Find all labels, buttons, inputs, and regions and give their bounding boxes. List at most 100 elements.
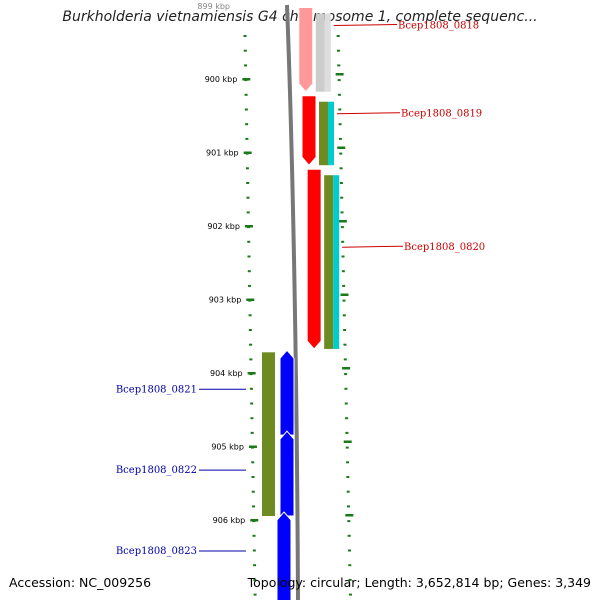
gene-labels[interactable]: Bcep1808_0818 Bcep1808_0819 Bcep1808_0820 B… (116, 21, 485, 558)
cog-cyan-strip (328, 101, 335, 166)
inner-tick-dot (251, 461, 255, 464)
inner-tick-dot (253, 593, 257, 596)
major-tick-outer (340, 293, 349, 296)
inner-tick-dot (246, 211, 250, 214)
forward-label-leader (342, 245, 404, 248)
inner-tick-dot (248, 314, 252, 317)
reverse-gene-arrow[interactable] (279, 349, 295, 436)
forward-gene-label[interactable]: Bcep1808_0818 (398, 21, 479, 32)
inner-tick-dot (245, 137, 249, 140)
outer-tick-dot (339, 182, 343, 184)
outer-tick-dot (345, 417, 349, 420)
outer-tick-dot (341, 240, 345, 243)
inner-tick-dot (253, 578, 257, 581)
outer-tick-dot (339, 167, 343, 170)
inner-tick-dot (250, 431, 254, 434)
outer-tick-dot (344, 373, 348, 376)
outer-tick-dot (346, 490, 350, 493)
outer-tick-dot (341, 255, 345, 258)
tick-label: 906 kbp (213, 516, 246, 525)
forward-gene-arrow[interactable] (298, 7, 314, 93)
inner-tick-dot (251, 476, 255, 478)
forward-gene-arrow[interactable] (306, 168, 322, 350)
reverse-gene-label[interactable]: Bcep1808_0823 (116, 546, 197, 557)
inner-tick-dot (252, 549, 256, 552)
inner-tick-dot (246, 182, 250, 184)
tick-label: 903 kbp (209, 296, 242, 305)
cog-cyan-strip (333, 175, 340, 349)
inner-tick-dot (251, 490, 255, 493)
cog-olive-strip (315, 13, 325, 92)
forward-label-leader (333, 24, 398, 26)
reverse-gene-arrow[interactable] (276, 511, 292, 600)
outer-tick-dot (340, 226, 344, 229)
outer-tick-dot (348, 578, 352, 581)
forward-gene-arrow[interactable] (301, 95, 317, 166)
major-tick-inner (250, 519, 259, 522)
inner-tick-dot (253, 564, 257, 567)
scale-ticks: 900 kbp 901 kbp 902 kbp 903 kbp 904 kbp 905 k… (197, 2, 354, 525)
forward-label-leader (337, 112, 401, 115)
reverse-gene-arrow[interactable] (279, 430, 295, 517)
cog-olive-strip (262, 433, 275, 516)
outer-tick-dot (347, 520, 351, 523)
major-tick-inner (248, 445, 257, 448)
outer-tick-dot (343, 358, 347, 361)
outer-tick-dot (345, 446, 349, 449)
outer-tick-dot (344, 402, 348, 405)
major-tick-outer (343, 440, 352, 443)
major-tick-inner (246, 298, 255, 301)
chromosome-backbone (285, 4, 300, 600)
outer-tick-dot (344, 387, 348, 390)
inner-tick-dot (244, 108, 248, 111)
outer-tick-dot (342, 299, 346, 302)
outer-tick-dot (343, 329, 347, 331)
forward-gene-label[interactable]: Bcep1808_0819 (401, 109, 482, 120)
outer-tick-dot (343, 343, 347, 346)
forward-gene-label[interactable]: Bcep1808_0820 (404, 242, 485, 253)
outer-tick-dot (348, 593, 352, 596)
outer-tick-dot (346, 476, 350, 478)
outer-tick-dot (337, 93, 341, 96)
major-tick-outer (342, 367, 351, 370)
accession-text: Accession: NC_009256 (9, 575, 152, 590)
inner-tick-dot (243, 49, 247, 52)
outer-tick-dot (340, 196, 344, 199)
reverse-gene-label[interactable]: Bcep1808_0821 (116, 384, 197, 395)
major-tick-outer (338, 220, 347, 223)
outer-tick-dot (342, 314, 346, 317)
major-tick-outer (345, 514, 354, 517)
inner-tick-dot (245, 123, 249, 126)
tick-label: 904 kbp (210, 369, 243, 378)
inner-tick-dot (248, 329, 252, 331)
outer-tick-dot (337, 79, 341, 82)
inner-tick-dot (243, 35, 247, 37)
outer-tick-dot (347, 534, 351, 537)
outer-tick-dot (337, 64, 341, 67)
inner-tick-dot (248, 284, 252, 287)
cog-olive-strip (319, 101, 329, 166)
tick-label: 905 kbp (211, 443, 244, 452)
outer-tick-dot (336, 49, 340, 52)
major-tick-inner (247, 372, 256, 375)
inner-tick-dot (244, 93, 248, 96)
inner-tick-dot (252, 534, 256, 537)
major-tick-inner (244, 225, 253, 228)
tick-label: 902 kbp (207, 222, 240, 231)
inner-tick-dot (249, 358, 253, 361)
gene-features[interactable] (262, 7, 340, 600)
cog-olive-strip (262, 352, 275, 436)
inner-tick-dot (245, 167, 249, 170)
outer-tick-dot (348, 564, 352, 567)
genome-stats-text: Topology: circular; Length: 3,652,814 bp… (247, 575, 591, 590)
inner-tick-dot (250, 417, 254, 420)
partial-tick-label: 899 kbp (197, 2, 230, 11)
outer-tick-dot (339, 152, 343, 155)
inner-tick-dot (249, 343, 253, 346)
reverse-gene-label[interactable]: Bcep1808_0822 (116, 465, 197, 476)
outer-tick-dot (347, 505, 351, 508)
tick-label: 900 kbp (205, 75, 238, 84)
major-tick-outer (335, 73, 344, 76)
cog-olive-strip (324, 175, 334, 349)
